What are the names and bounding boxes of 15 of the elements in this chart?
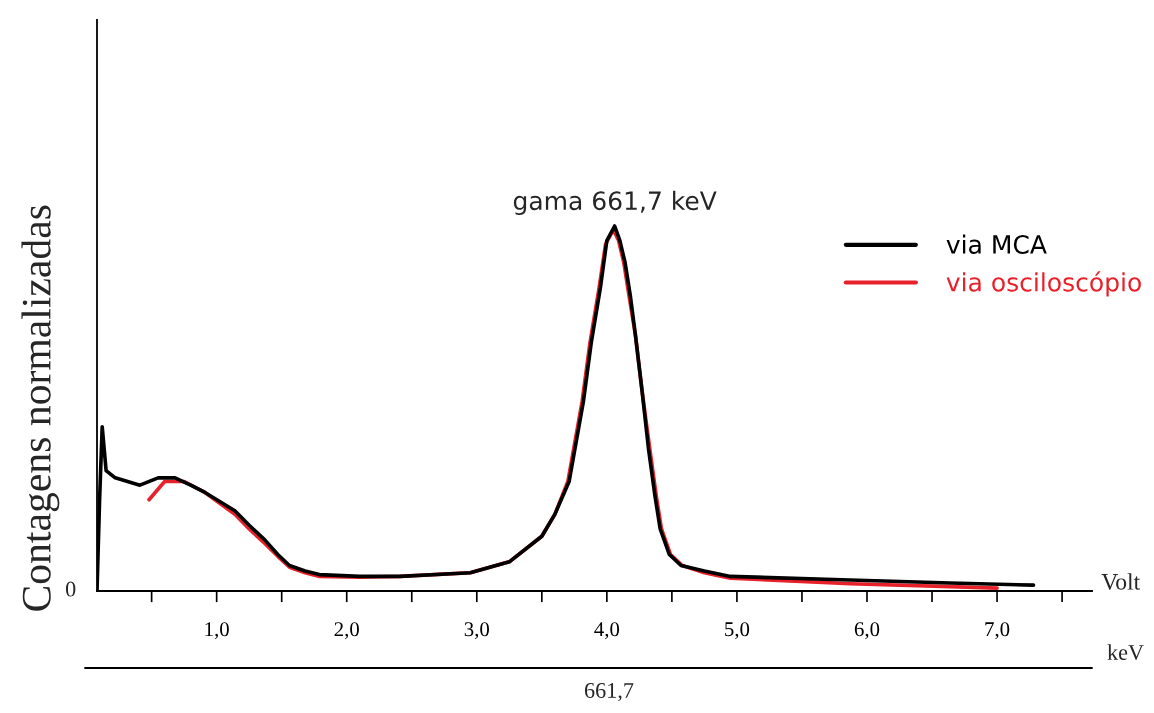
x-axis-title: Volt	[1101, 573, 1141, 590]
x-tick-label: 6,0	[854, 622, 880, 640]
annotation: gama 661,7 keV	[513, 190, 717, 216]
y-axis-title: Contagens normalizadas	[21, 205, 60, 611]
x-tick-label: 5,0	[725, 622, 750, 640]
x-tick-label: 1,0	[205, 622, 229, 640]
x-tick-label: 7,0	[985, 622, 1010, 640]
x-tick-label: 4,0	[594, 622, 620, 640]
text: keV	[1107, 644, 1144, 661]
x-tick-label: 2,0	[334, 622, 359, 640]
text: 0	[65, 581, 76, 597]
text: 661,7	[584, 682, 634, 702]
x-tick-label: 3,0	[464, 622, 490, 640]
legend-label: via MCA	[946, 234, 1047, 254]
legend-label: via osciloscópio	[946, 271, 1141, 297]
